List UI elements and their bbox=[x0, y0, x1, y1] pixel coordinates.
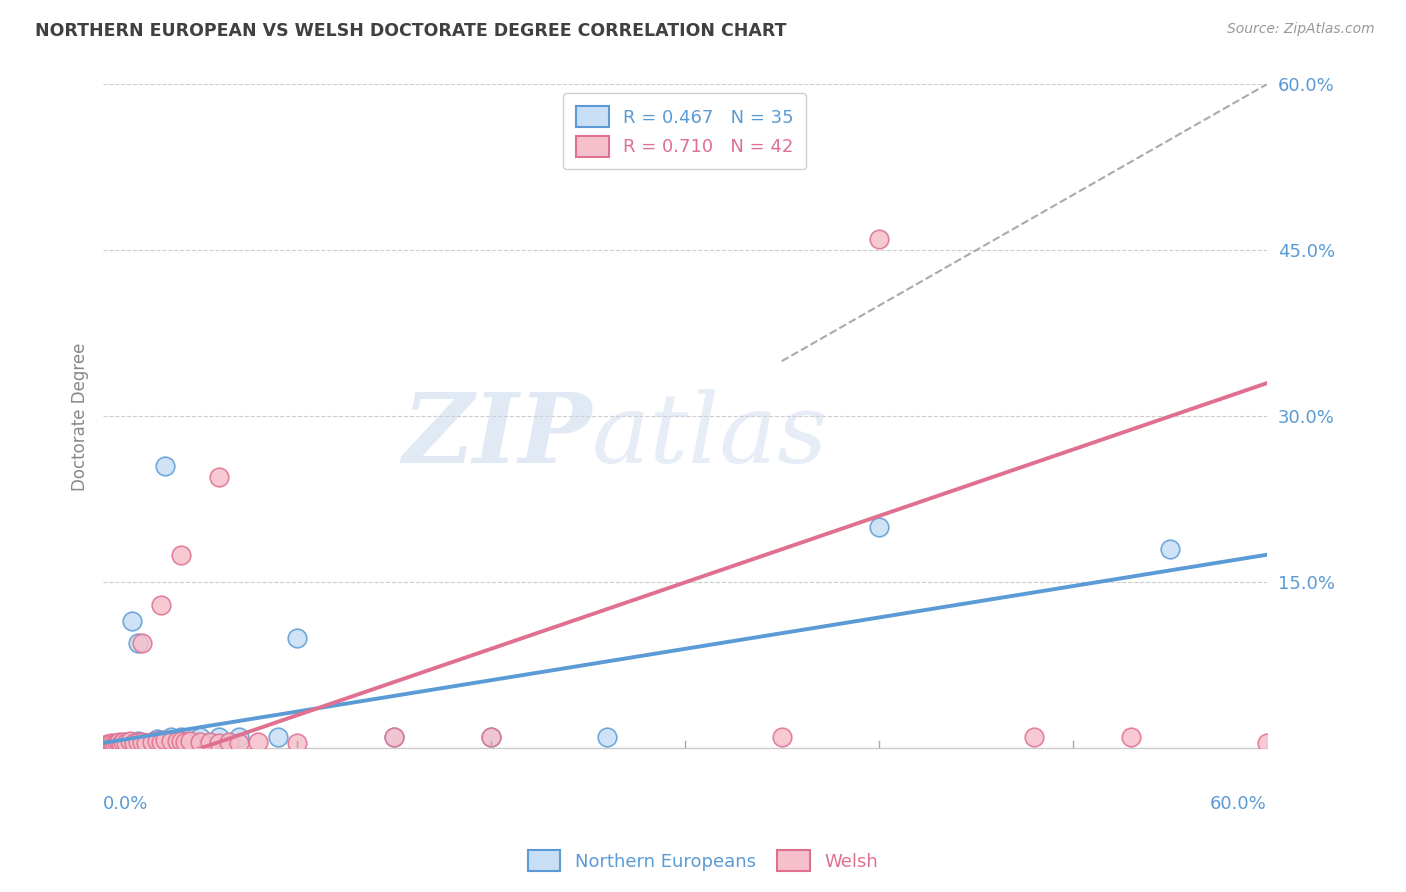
Point bbox=[105, 736, 128, 750]
Text: NORTHERN EUROPEAN VS WELSH DOCTORATE DEGREE CORRELATION CHART: NORTHERN EUROPEAN VS WELSH DOCTORATE DEG… bbox=[35, 22, 786, 40]
Point bbox=[285, 631, 308, 645]
Point bbox=[115, 735, 138, 749]
Point bbox=[153, 732, 176, 747]
Point bbox=[120, 733, 142, 747]
Point bbox=[101, 737, 124, 751]
Point bbox=[479, 731, 502, 745]
Point bbox=[170, 733, 193, 747]
Point bbox=[135, 736, 157, 750]
Point bbox=[100, 737, 122, 751]
Point bbox=[770, 731, 793, 745]
Y-axis label: Doctorate Degree: Doctorate Degree bbox=[72, 343, 89, 491]
Point bbox=[104, 736, 127, 750]
Point bbox=[382, 731, 405, 745]
Point bbox=[285, 736, 308, 750]
Point bbox=[127, 735, 149, 749]
Point bbox=[173, 735, 195, 749]
Point bbox=[179, 731, 201, 745]
Point bbox=[131, 636, 153, 650]
Point bbox=[101, 738, 124, 752]
Point bbox=[150, 735, 173, 749]
Point bbox=[228, 731, 250, 745]
Point bbox=[115, 736, 138, 750]
Point bbox=[122, 737, 145, 751]
Point bbox=[135, 738, 157, 752]
Point bbox=[107, 735, 129, 749]
Point bbox=[208, 736, 231, 750]
Point bbox=[97, 738, 120, 752]
Point bbox=[146, 733, 169, 747]
Point bbox=[208, 470, 231, 484]
Point bbox=[166, 733, 188, 747]
Point bbox=[170, 731, 193, 745]
Point bbox=[121, 614, 143, 628]
Point bbox=[1256, 736, 1278, 750]
Point bbox=[1119, 731, 1142, 745]
Point bbox=[198, 735, 221, 749]
Point bbox=[218, 735, 240, 749]
Text: 0.0%: 0.0% bbox=[103, 795, 149, 813]
Point bbox=[107, 737, 129, 751]
Point bbox=[868, 232, 890, 246]
Point bbox=[479, 731, 502, 745]
Point bbox=[100, 736, 122, 750]
Point bbox=[122, 736, 145, 750]
Point bbox=[141, 735, 163, 749]
Point bbox=[146, 731, 169, 746]
Point bbox=[127, 733, 149, 747]
Point bbox=[97, 739, 120, 754]
Point bbox=[150, 598, 173, 612]
Text: 60.0%: 60.0% bbox=[1209, 795, 1267, 813]
Point bbox=[160, 733, 183, 747]
Point bbox=[170, 548, 193, 562]
Point bbox=[188, 735, 211, 749]
Point bbox=[131, 736, 153, 750]
Point bbox=[104, 738, 127, 752]
Point bbox=[110, 737, 132, 751]
Point bbox=[127, 636, 149, 650]
Point bbox=[179, 733, 201, 747]
Point bbox=[1159, 542, 1181, 557]
Point bbox=[120, 736, 142, 750]
Point bbox=[188, 731, 211, 745]
Point bbox=[382, 731, 405, 745]
Point bbox=[208, 731, 231, 745]
Point bbox=[868, 520, 890, 534]
Point bbox=[150, 732, 173, 747]
Point bbox=[247, 735, 270, 749]
Point bbox=[96, 737, 118, 751]
Point bbox=[111, 737, 134, 751]
Text: atlas: atlas bbox=[592, 390, 828, 483]
Point bbox=[110, 736, 132, 750]
Point bbox=[111, 735, 134, 749]
Point bbox=[228, 736, 250, 750]
Point bbox=[96, 738, 118, 752]
Text: Source: ZipAtlas.com: Source: ZipAtlas.com bbox=[1227, 22, 1375, 37]
Point bbox=[153, 459, 176, 474]
Point bbox=[131, 735, 153, 749]
Point bbox=[141, 735, 163, 749]
Point bbox=[596, 731, 619, 745]
Point bbox=[266, 731, 288, 745]
Legend: Northern Europeans, Welsh: Northern Europeans, Welsh bbox=[520, 843, 886, 879]
Point bbox=[1022, 731, 1045, 745]
Legend: R = 0.467   N = 35, R = 0.710   N = 42: R = 0.467 N = 35, R = 0.710 N = 42 bbox=[564, 94, 806, 169]
Point bbox=[160, 731, 183, 745]
Point bbox=[105, 738, 128, 752]
Text: ZIP: ZIP bbox=[402, 390, 592, 483]
